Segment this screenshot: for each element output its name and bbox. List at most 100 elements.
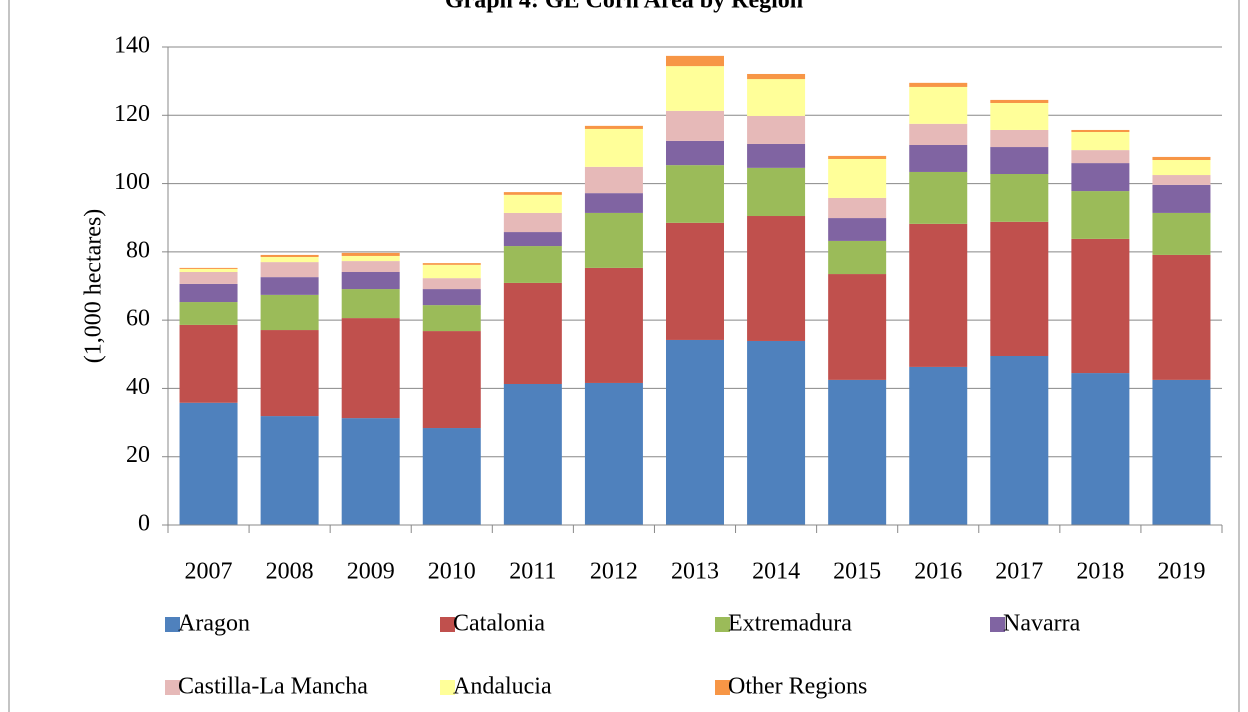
bar-segment bbox=[341, 255, 400, 262]
bar-segment bbox=[909, 171, 968, 224]
bar-segment bbox=[747, 115, 806, 144]
bar-segment bbox=[584, 125, 643, 129]
legend-label: Aragon bbox=[178, 611, 250, 637]
bar-segment bbox=[584, 166, 643, 194]
x-tick-label: 2019 bbox=[1157, 559, 1205, 585]
x-tick-label: 2015 bbox=[833, 559, 881, 585]
legend-label: Castilla-La Mancha bbox=[178, 674, 368, 700]
bar-segment bbox=[179, 402, 238, 525]
legend-swatch bbox=[165, 680, 180, 695]
bar-segment bbox=[666, 140, 724, 166]
bar-segment bbox=[747, 79, 806, 116]
bar-segment bbox=[747, 340, 806, 525]
bar-segment bbox=[666, 222, 724, 340]
bar-segment bbox=[503, 194, 562, 213]
bar-segment bbox=[1071, 132, 1130, 151]
bar-segment bbox=[1152, 254, 1211, 380]
x-tick-label: 2012 bbox=[590, 559, 638, 585]
bar-segment bbox=[747, 216, 806, 341]
bar-segment bbox=[1071, 129, 1130, 133]
bar-segment bbox=[1071, 150, 1130, 164]
bar-segment bbox=[990, 221, 1049, 356]
bar-segment bbox=[422, 289, 481, 306]
bar-segment bbox=[260, 256, 319, 263]
bar-segment bbox=[260, 262, 319, 278]
bar-segment bbox=[909, 223, 968, 367]
bar-segment bbox=[828, 240, 887, 275]
legend-label: Navarra bbox=[1003, 611, 1081, 637]
x-tick-label: 2008 bbox=[266, 559, 314, 585]
bar-segment bbox=[341, 289, 400, 319]
bar-segment bbox=[1152, 160, 1211, 176]
bar-segment bbox=[260, 330, 319, 417]
legend-label: Andalucia bbox=[453, 674, 552, 700]
bar-segment bbox=[503, 212, 562, 233]
bar-segment bbox=[1071, 163, 1130, 192]
bar-segment bbox=[909, 86, 968, 124]
bar-segment bbox=[179, 267, 238, 269]
bar-segment bbox=[1152, 156, 1211, 161]
bar-segment bbox=[747, 167, 806, 217]
bar-segment bbox=[909, 366, 968, 525]
bar-segment bbox=[503, 192, 562, 195]
bar-segment bbox=[584, 128, 643, 167]
bar-segment bbox=[179, 268, 238, 273]
bar-segment bbox=[990, 147, 1049, 175]
bar-segment bbox=[747, 73, 806, 80]
x-tick-label: 2017 bbox=[995, 559, 1043, 585]
bar-segment bbox=[909, 82, 968, 87]
bar-segment bbox=[828, 197, 887, 219]
bar-segment bbox=[990, 129, 1049, 148]
bar-segment bbox=[666, 66, 724, 111]
bar-segment bbox=[503, 246, 562, 283]
x-tick-label: 2007 bbox=[185, 559, 233, 585]
bar-segment bbox=[828, 155, 887, 159]
bar-segment bbox=[422, 264, 481, 279]
x-tick-label: 2011 bbox=[509, 559, 556, 585]
bar-segment bbox=[1071, 191, 1130, 239]
legend-swatch bbox=[440, 680, 455, 695]
legend-label: Extremadura bbox=[728, 611, 852, 637]
bar-segment bbox=[341, 252, 400, 256]
bar-segment bbox=[179, 324, 238, 403]
y-tick-label: 20 bbox=[126, 442, 150, 468]
bar-segment bbox=[1152, 212, 1211, 255]
legend-swatch bbox=[715, 617, 730, 632]
bar-segment bbox=[503, 232, 562, 247]
x-tick-label: 2018 bbox=[1076, 559, 1124, 585]
bar-segment bbox=[341, 318, 400, 419]
bar-segment bbox=[666, 110, 724, 141]
bar-segment bbox=[1152, 184, 1211, 213]
legend-label: Catalonia bbox=[453, 611, 545, 637]
bar-segment bbox=[747, 143, 806, 168]
bar-segment bbox=[828, 274, 887, 380]
chart-title: Graph 4: GE Corn Area by Region bbox=[445, 0, 803, 14]
bar-segment bbox=[828, 379, 887, 525]
bar-segment bbox=[260, 416, 319, 525]
bar-segment bbox=[422, 331, 481, 429]
y-axis-label: (1,000 hectares) bbox=[81, 209, 107, 364]
legend-swatch bbox=[440, 617, 455, 632]
x-tick-label: 2013 bbox=[671, 559, 719, 585]
bar-segment bbox=[909, 123, 968, 145]
bar-segment bbox=[260, 277, 319, 295]
bar-segment bbox=[422, 278, 481, 290]
bar-segment bbox=[666, 165, 724, 223]
legend-label: Other Regions bbox=[728, 674, 867, 700]
y-tick-label: 140 bbox=[114, 33, 150, 59]
bar-segment bbox=[584, 267, 643, 383]
bar-segment bbox=[179, 283, 238, 303]
y-tick-label: 0 bbox=[138, 511, 150, 537]
bar-segment bbox=[584, 193, 643, 213]
bar-segment bbox=[422, 428, 481, 525]
bar-segment bbox=[990, 355, 1049, 525]
y-tick-label: 40 bbox=[126, 374, 150, 400]
bar-segment bbox=[990, 102, 1049, 130]
bar-segment bbox=[584, 212, 643, 268]
bar-segment bbox=[341, 418, 400, 525]
bar-segment bbox=[1071, 373, 1130, 525]
bar-segment bbox=[260, 294, 319, 331]
x-tick-label: 2014 bbox=[752, 559, 800, 585]
bar-segment bbox=[1152, 175, 1211, 185]
